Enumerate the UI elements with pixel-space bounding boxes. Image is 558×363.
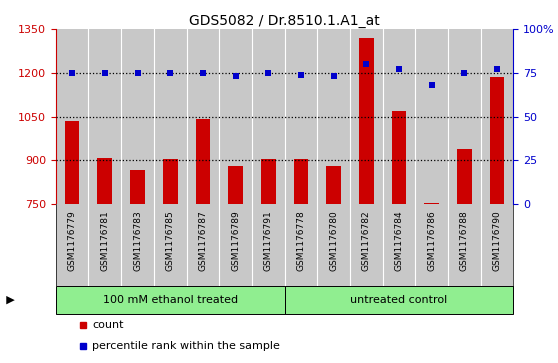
- Bar: [186, 29, 219, 204]
- Text: protocol  ▶: protocol ▶: [0, 295, 15, 305]
- Text: percentile rank within the sample: percentile rank within the sample: [93, 342, 280, 351]
- Bar: [392, 111, 406, 204]
- Bar: [219, 29, 252, 204]
- Bar: [56, 286, 285, 314]
- Bar: [130, 170, 145, 204]
- Text: GSM1176778: GSM1176778: [296, 211, 305, 271]
- Bar: [252, 29, 285, 204]
- Text: untreated control: untreated control: [350, 295, 448, 305]
- Text: GSM1176783: GSM1176783: [133, 211, 142, 271]
- Text: GSM1176790: GSM1176790: [493, 211, 502, 271]
- Bar: [350, 29, 383, 204]
- Bar: [490, 77, 504, 204]
- Bar: [359, 38, 374, 204]
- Text: GSM1176784: GSM1176784: [395, 211, 403, 271]
- Bar: [415, 29, 448, 204]
- Bar: [480, 29, 513, 204]
- Text: 100 mM ethanol treated: 100 mM ethanol treated: [103, 295, 238, 305]
- Text: GSM1176780: GSM1176780: [329, 211, 338, 271]
- Bar: [56, 29, 89, 204]
- Text: GSM1176791: GSM1176791: [264, 211, 273, 271]
- Text: GSM1176788: GSM1176788: [460, 211, 469, 271]
- Bar: [98, 158, 112, 204]
- Bar: [154, 29, 186, 204]
- Bar: [195, 119, 210, 204]
- Bar: [294, 159, 308, 204]
- Text: GSM1176782: GSM1176782: [362, 211, 371, 271]
- Bar: [383, 29, 415, 204]
- Text: GSM1176789: GSM1176789: [231, 211, 240, 271]
- Text: GSM1176786: GSM1176786: [427, 211, 436, 271]
- Bar: [163, 159, 177, 204]
- Text: GSM1176787: GSM1176787: [199, 211, 208, 271]
- Bar: [89, 29, 121, 204]
- Bar: [65, 121, 79, 204]
- Bar: [121, 29, 154, 204]
- Text: GSM1176785: GSM1176785: [166, 211, 175, 271]
- Bar: [261, 159, 276, 204]
- Bar: [285, 29, 318, 204]
- Bar: [457, 148, 472, 204]
- Text: GSM1176781: GSM1176781: [100, 211, 109, 271]
- Title: GDS5082 / Dr.8510.1.A1_at: GDS5082 / Dr.8510.1.A1_at: [189, 14, 380, 28]
- Bar: [318, 29, 350, 204]
- Bar: [285, 286, 513, 314]
- Bar: [228, 166, 243, 204]
- Bar: [424, 203, 439, 204]
- Bar: [326, 166, 341, 204]
- Text: GSM1176779: GSM1176779: [68, 211, 76, 271]
- Text: count: count: [93, 321, 124, 330]
- Bar: [448, 29, 480, 204]
